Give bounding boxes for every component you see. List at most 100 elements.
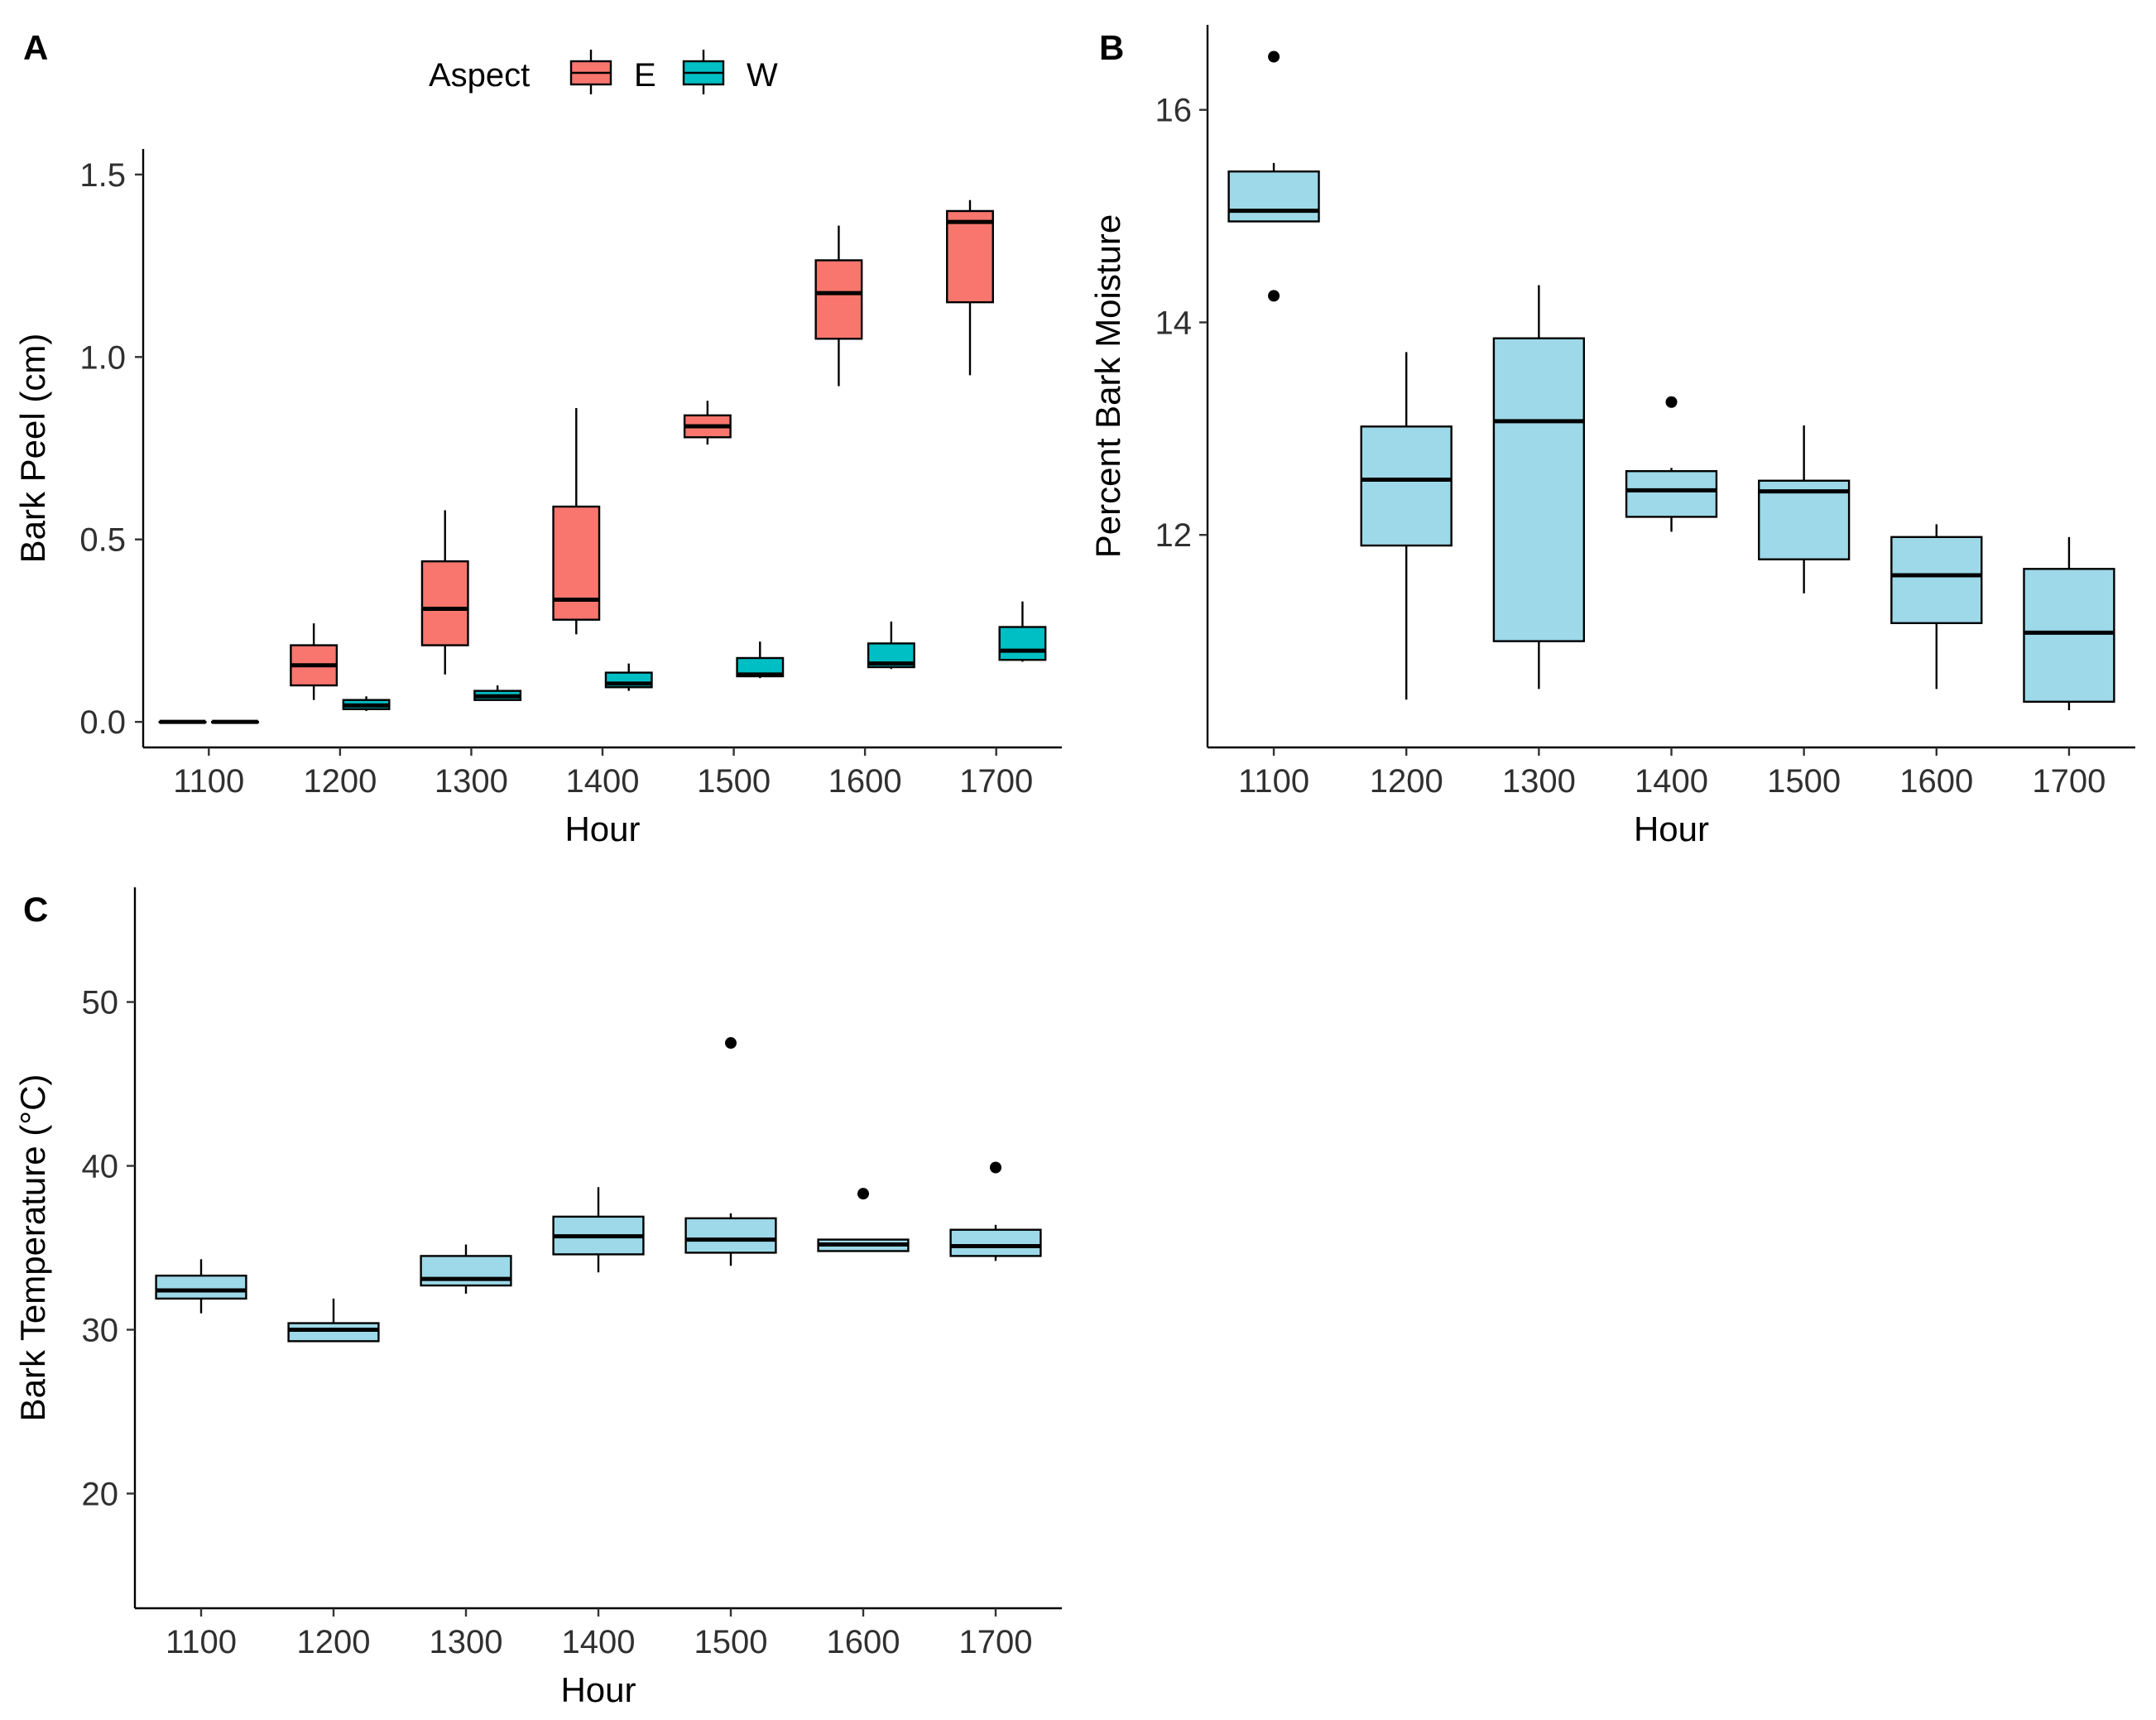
- panel-c-box-1700: [949, 1161, 1042, 1261]
- panel-b-box-1300: [1492, 285, 1586, 689]
- panel-a-box-w-1600: [867, 621, 915, 670]
- panel-b-box-1200-iqr-box: [1360, 425, 1453, 547]
- panel-c-box-1500-iqr-box: [684, 1217, 777, 1254]
- panel-a-legend-label-w: W: [747, 57, 778, 94]
- panel-b-box-1500-iqr-box: [1757, 479, 1851, 560]
- panel-c-box-1300-iqr-box: [420, 1255, 512, 1287]
- panel-a-box-w-1500: [736, 641, 785, 679]
- panel-c-x-tick-label: 1400: [562, 1624, 636, 1660]
- panel-b-box-1100: [1227, 50, 1320, 302]
- panel-a-legend-label-e: E: [634, 57, 656, 94]
- panel-a-box-e-1300-iqr-box: [420, 560, 469, 646]
- panel-b-y-tick-label: 12: [1155, 517, 1193, 554]
- panel-b-x-tick-label: 1400: [1635, 763, 1708, 800]
- panel-a-legend: Aspect E W: [429, 50, 778, 94]
- panel-a-box-w-1700: [998, 601, 1047, 662]
- panel-a: A 0.0 0.5 1.0 1.5 1100 1200 1300 1400 1500 1600 170…: [13, 28, 1062, 848]
- panel-a-x-tick-label: 1400: [566, 763, 640, 800]
- panel-b-y-tick-label: 14: [1155, 305, 1193, 341]
- panel-c-x-tick-label: 1500: [694, 1624, 768, 1660]
- panel-b-box-1100-outlier-point: [1268, 50, 1280, 63]
- panel-b-tag: B: [1099, 28, 1124, 67]
- panel-b: B 12 14 16 1100 1200 1300 1400 1500 1600 1700 Hour P…: [1088, 25, 2135, 848]
- panel-b-box-1500: [1757, 425, 1851, 593]
- panel-b-box-1200: [1360, 352, 1453, 700]
- panel-c-box-1200-iqr-box: [287, 1322, 380, 1343]
- panel-a-box-w-1300: [473, 685, 522, 701]
- panel-a-x-axis-title: Hour: [564, 810, 640, 848]
- panel-b-box-1100-iqr-box: [1227, 170, 1320, 223]
- panel-b-x-tick-label: 1600: [1899, 763, 1973, 800]
- panel-a-y-tick-label: 1.0: [79, 339, 126, 376]
- panel-a-box-e-1200: [290, 623, 339, 700]
- panel-b-box-1100-outlier-point: [1268, 290, 1280, 302]
- panel-a-box-e-1600: [814, 225, 863, 387]
- panel-c-y-tick-label: 40: [82, 1149, 119, 1185]
- panel-b-box-1700: [2023, 536, 2115, 711]
- panel-c-box-1600-outlier-point: [857, 1188, 869, 1200]
- panel-c-y-tick-label: 20: [82, 1476, 119, 1512]
- panel-c-y-tick-label: 50: [82, 985, 119, 1021]
- panel-c-box-1700-iqr-box: [949, 1228, 1042, 1257]
- panel-a-box-e-1300: [420, 510, 469, 675]
- panel-a-y-tick-label: 1.5: [79, 157, 126, 194]
- panel-b-x-axis-title: Hour: [1634, 810, 1709, 848]
- panel-b-x-tick-label: 1500: [1767, 763, 1841, 800]
- panel-c-box-1100-iqr-box: [155, 1274, 247, 1300]
- panel-a-box-e-1600-iqr-box: [814, 259, 863, 340]
- panel-a-box-w-1400: [604, 663, 653, 691]
- panel-c-x-tick-label: 1700: [959, 1624, 1033, 1660]
- panel-c-y-tick-label: 30: [82, 1312, 119, 1348]
- panel-a-x-tick-label: 1300: [435, 763, 508, 800]
- panel-b-x-tick-label: 1200: [1370, 763, 1443, 800]
- panel-b-box-1600: [1890, 524, 1983, 689]
- panel-a-box-w-1100: [211, 719, 259, 724]
- panel-b-box-1300-iqr-box: [1492, 337, 1586, 642]
- panel-a-x-tick-label: 1700: [959, 763, 1033, 800]
- panel-a-box-e-1700-iqr-box: [946, 209, 994, 304]
- panel-b-box-1400: [1625, 396, 1718, 532]
- panel-a-box-e-1400: [552, 408, 601, 635]
- panel-c-box-1500: [684, 1037, 777, 1266]
- panel-c-x-axis-title: Hour: [560, 1670, 636, 1709]
- panel-b-box-1600-iqr-box: [1890, 536, 1983, 624]
- panel-c-x-tick-label: 1100: [166, 1624, 237, 1660]
- panel-a-x-tick-label: 1600: [828, 763, 902, 800]
- panel-a-legend-title: Aspect: [429, 57, 530, 94]
- panel-a-tag: A: [23, 28, 48, 67]
- panel-a-x-tick-label: 1100: [173, 763, 244, 800]
- panel-a-box-e-1400-iqr-box: [552, 505, 601, 621]
- panel-a-box-e-1500: [683, 401, 732, 445]
- panel-a-box-e-1100: [158, 719, 207, 724]
- panel-c-x-tick-label: 1200: [297, 1624, 371, 1660]
- panel-a-x-tick-label: 1200: [303, 763, 377, 800]
- panel-c-box-1500-outlier-point: [725, 1037, 737, 1050]
- panel-a-box-w-1700-iqr-box: [998, 626, 1047, 661]
- panel-b-box-1400-outlier-point: [1665, 396, 1678, 408]
- panel-c-box-1100: [155, 1259, 247, 1314]
- panel-c: C 20 30 40 50 1100 1200 1300 1400 1500 1600 1700 Hou…: [13, 887, 1062, 1709]
- panel-a-y-axis-title: Bark Peel (cm): [13, 334, 52, 564]
- panel-c-box-1400: [552, 1187, 645, 1273]
- panel-a-box-e-1700: [946, 199, 994, 376]
- panel-c-y-axis-title: Bark Temperature (°C): [13, 1074, 52, 1422]
- panel-b-y-axis-title: Percent Bark Moisture: [1088, 214, 1127, 559]
- panel-a-x-tick-label: 1500: [697, 763, 771, 800]
- panel-a-box-w-1200: [342, 696, 391, 711]
- panel-b-x-tick-label: 1100: [1238, 763, 1309, 800]
- panel-a-y-tick-label: 0.5: [79, 522, 126, 559]
- panel-c-x-tick-label: 1300: [430, 1624, 503, 1660]
- panel-c-box-1600: [817, 1188, 910, 1252]
- panel-b-x-tick-label: 1700: [2032, 763, 2106, 800]
- panel-c-x-tick-label: 1600: [827, 1624, 900, 1660]
- panel-c-box-1200: [287, 1298, 380, 1343]
- panel-b-y-tick-label: 16: [1155, 93, 1193, 129]
- panel-b-box-1700-iqr-box: [2023, 568, 2115, 703]
- panel-b-box-1400-iqr-box: [1625, 470, 1718, 518]
- panel-a-legend-key-w: [682, 50, 725, 94]
- panel-c-box-1300: [420, 1244, 512, 1294]
- panel-a-y-tick-label: 0.0: [79, 704, 126, 741]
- panel-c-tag: C: [23, 890, 48, 929]
- panel-a-legend-key-e: [569, 50, 612, 94]
